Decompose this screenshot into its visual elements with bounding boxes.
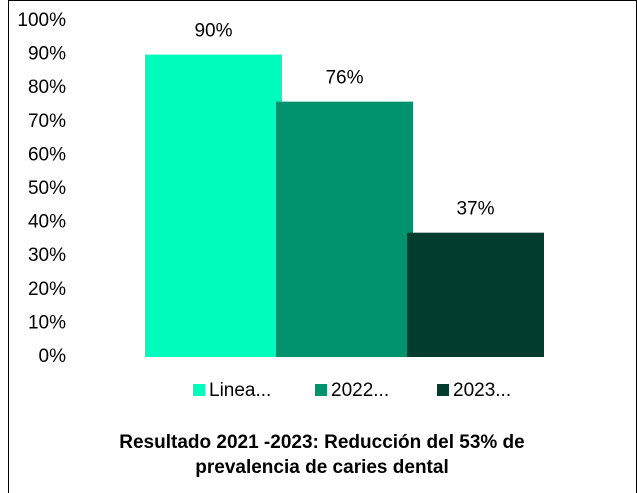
y-tick-label: 60% [28, 144, 66, 165]
data-label: 76% [325, 68, 363, 89]
y-tick-label: 40% [28, 212, 66, 233]
y-tick-label: 70% [28, 111, 66, 132]
legend-label: 2022... [331, 380, 389, 401]
chart-title: prevalencia de caries dental [195, 457, 448, 478]
bar [145, 54, 282, 357]
legend-label: 2023... [453, 380, 511, 401]
y-tick-label: 50% [28, 178, 66, 199]
y-tick-label: 20% [28, 279, 66, 300]
legend-label: Linea... [209, 380, 271, 401]
y-tick-label: 0% [39, 346, 67, 367]
y-tick-label: 80% [28, 77, 66, 98]
bar [276, 101, 413, 357]
y-tick-label: 10% [28, 312, 66, 333]
data-label: 90% [194, 21, 232, 42]
legend-swatch [315, 384, 327, 396]
bar [407, 232, 544, 357]
legend-swatch [437, 384, 449, 396]
data-label: 37% [456, 199, 494, 220]
y-tick-label: 90% [28, 44, 66, 65]
legend-swatch [193, 384, 205, 396]
y-tick-label: 30% [28, 245, 66, 266]
chart-title: Resultado 2021 -2023: Reducción del 53% … [119, 432, 525, 453]
y-tick-label: 100% [17, 10, 66, 31]
